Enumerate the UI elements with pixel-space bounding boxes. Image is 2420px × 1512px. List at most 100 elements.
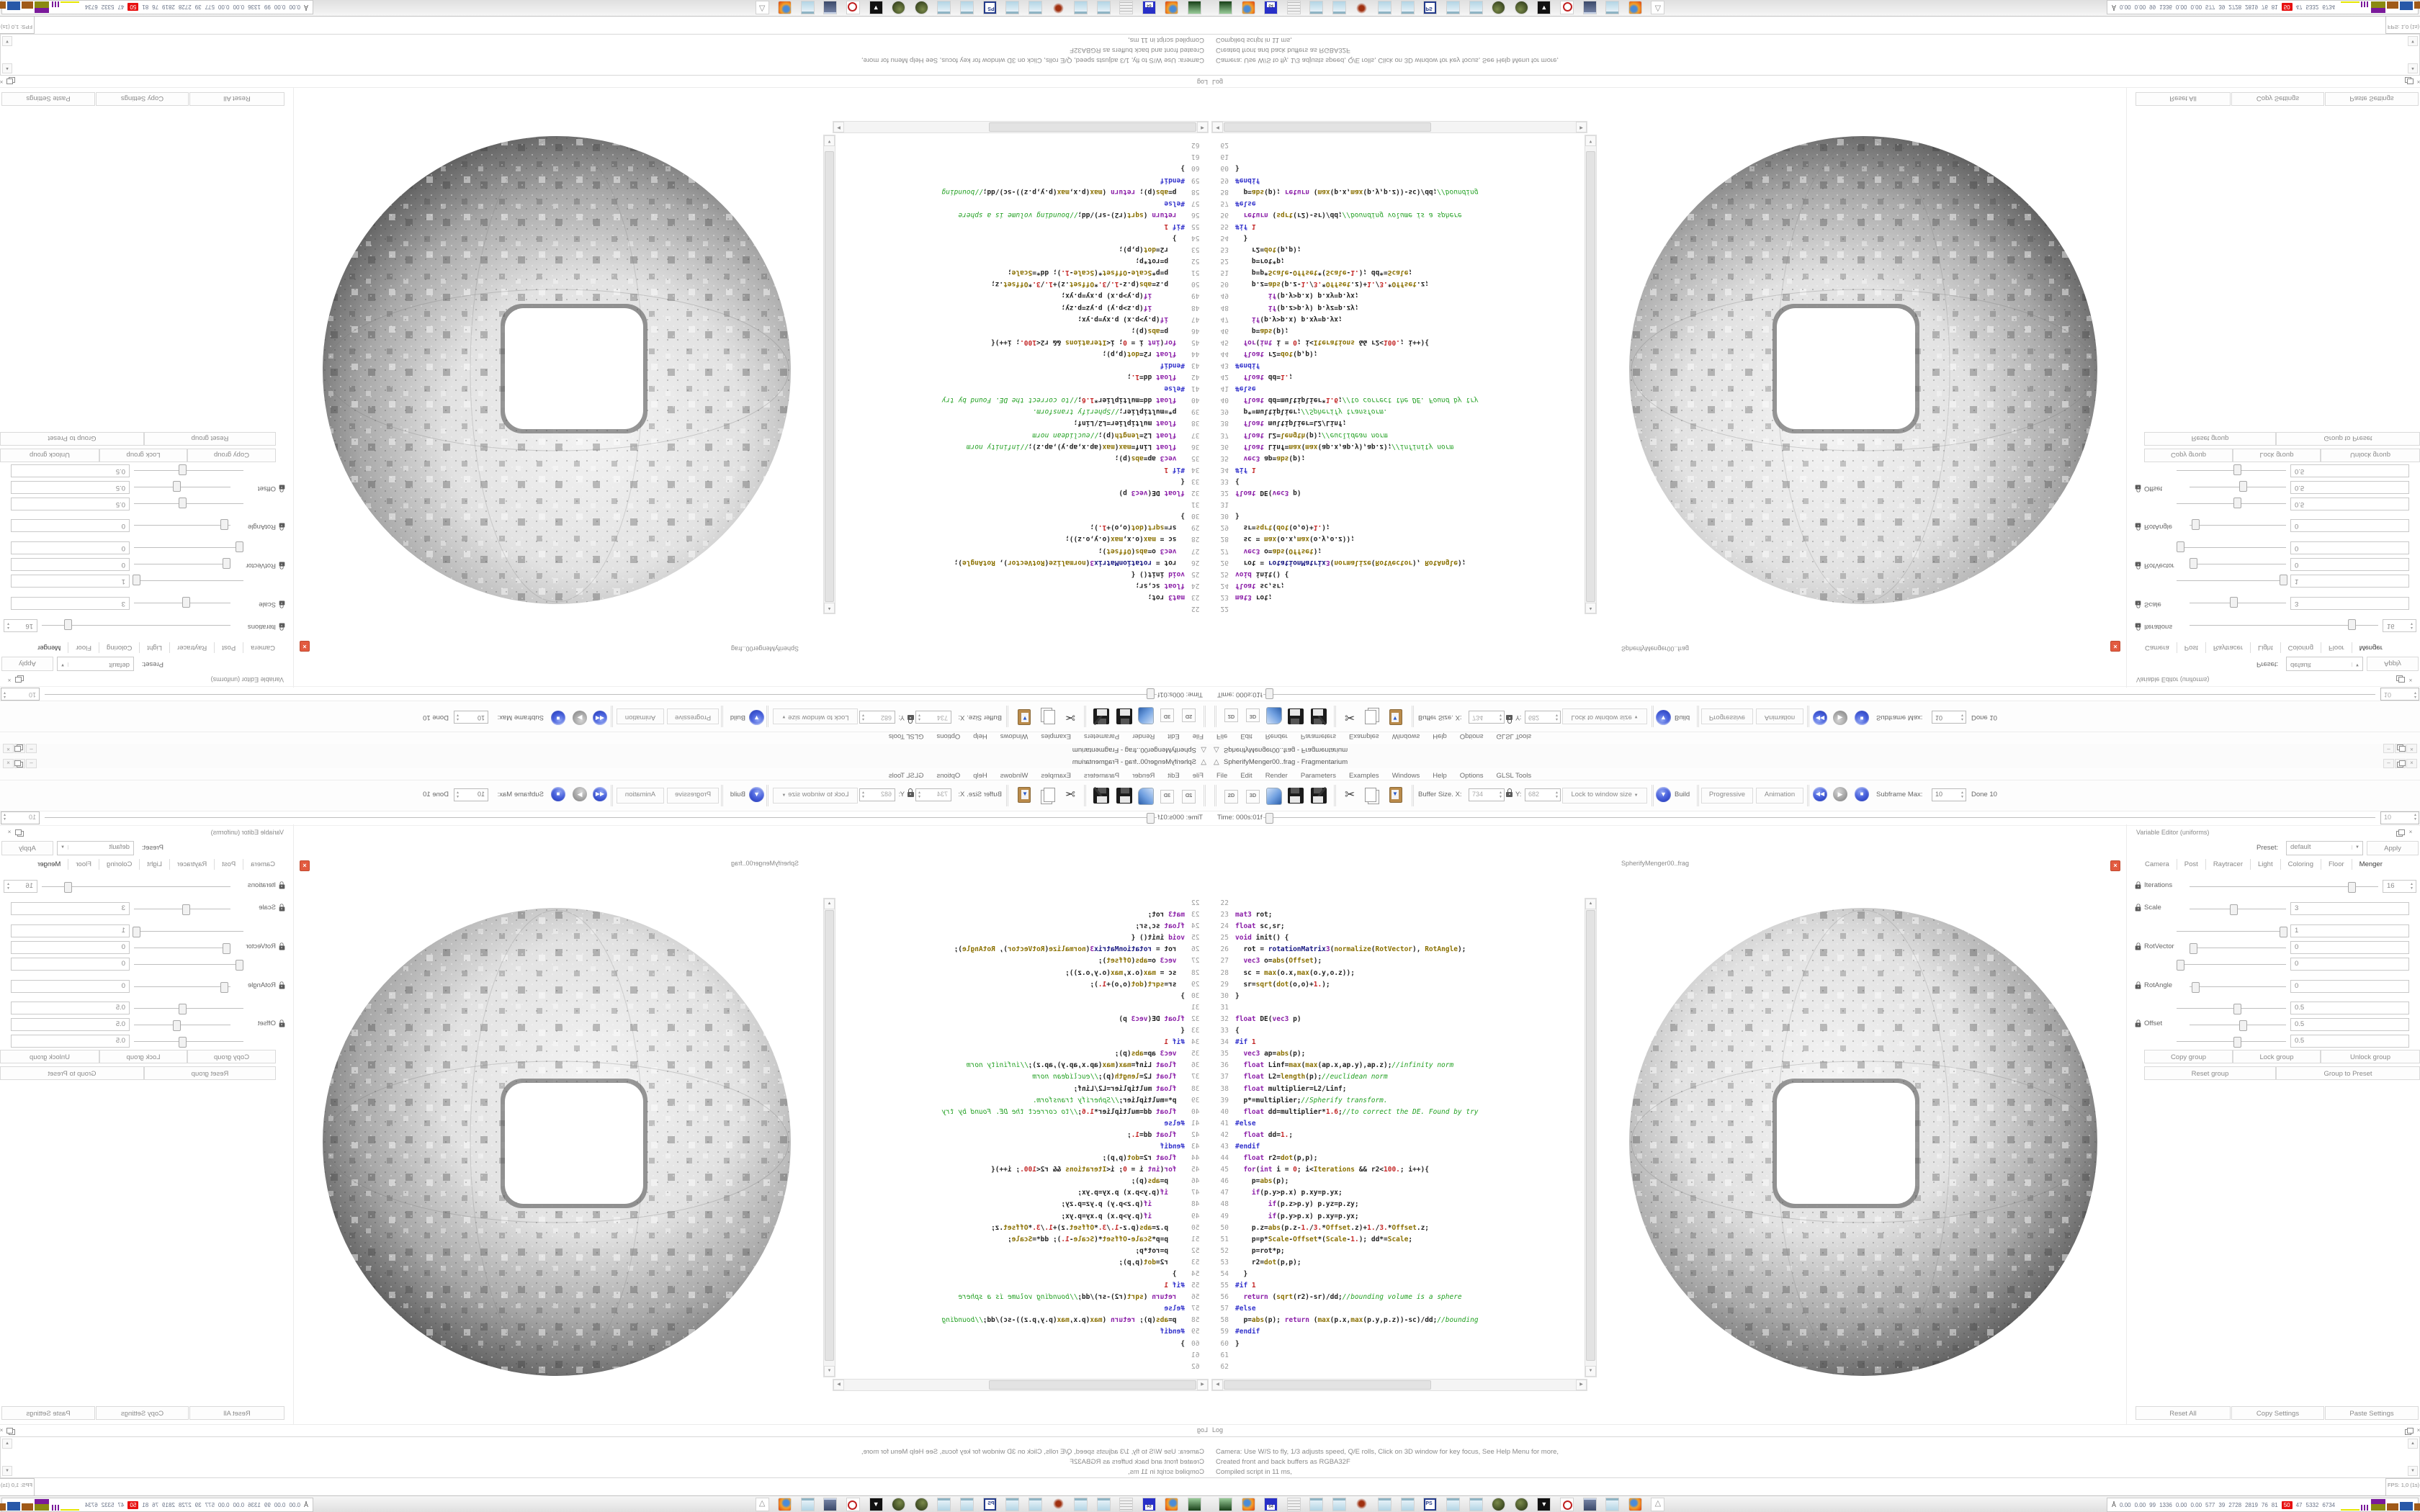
- param-slider-handle-rotvector[interactable]: [223, 943, 230, 954]
- time-slider-handle[interactable]: [1147, 688, 1155, 699]
- menu-item-options[interactable]: Options: [936, 732, 961, 740]
- menu-item-render[interactable]: Render: [1265, 732, 1288, 740]
- build-button-icon[interactable]: ▼: [749, 787, 764, 802]
- paste-icon[interactable]: [1389, 787, 1402, 803]
- tab-camera[interactable]: Camera: [2138, 642, 2177, 653]
- firefox-icon[interactable]: [1165, 1498, 1179, 1511]
- hscroll-thumb[interactable]: [989, 122, 1196, 132]
- tab-error-icon[interactable]: ×: [300, 860, 310, 871]
- code-line-48[interactable]: 48 if(p.z>p.y) p.yz=p.zy;: [1211, 301, 1583, 312]
- black-arrow-icon[interactable]: ▼: [1537, 1498, 1551, 1511]
- build-button-label[interactable]: Build: [730, 791, 745, 798]
- menger-sphere-render[interactable]: [322, 135, 792, 605]
- code-line-62[interactable]: 62: [1211, 139, 1583, 150]
- menu-item-options[interactable]: Options: [936, 772, 961, 780]
- param-slider-handle-offset[interactable]: [173, 1020, 181, 1031]
- code-line-61[interactable]: 61: [837, 1350, 1209, 1362]
- code-line-44[interactable]: 44 float r2=dot(p,p);: [837, 1153, 1209, 1164]
- code-line-30[interactable]: 30}: [837, 510, 1209, 521]
- param-value-offset[interactable]: 0.5: [11, 481, 130, 494]
- copy-settings-button[interactable]: Copy Settings: [2231, 92, 2324, 106]
- code-line-33[interactable]: 33{: [837, 1025, 1209, 1037]
- param-value-scale[interactable]: 3: [11, 597, 130, 610]
- code-line-27[interactable]: 27 vec3 o=abs(Offset);: [1211, 955, 1583, 967]
- code-line-45[interactable]: 45 for(int i = 0; i<Iterations && r2<100…: [837, 336, 1209, 348]
- restore-button[interactable]: [14, 744, 25, 753]
- lock-group-button[interactable]: Lock group: [2233, 1050, 2321, 1063]
- param-value-param-6[interactable]: 0.5: [11, 498, 130, 510]
- tab-light[interactable]: Light: [2251, 859, 2281, 870]
- moss-ball-icon[interactable]: [1514, 1498, 1528, 1511]
- tab-menger[interactable]: Menger: [2359, 860, 2383, 868]
- buffer-x-input[interactable]: 734 ▲ ▼: [915, 788, 951, 801]
- rewind-button[interactable]: ◀◀: [593, 787, 607, 801]
- lock-icon[interactable]: [279, 600, 285, 606]
- menu-item-glsl-tools[interactable]: GLSL Tools: [1496, 732, 1532, 740]
- tab-error-icon[interactable]: ×: [300, 641, 310, 652]
- fragmentarium-logo-icon[interactable]: △: [1651, 1498, 1665, 1511]
- code-line-31[interactable]: 31: [837, 1002, 1209, 1014]
- copy-icon[interactable]: [1365, 710, 1376, 724]
- param-value-param-2[interactable]: 1: [11, 575, 130, 588]
- param-value-param-6[interactable]: 0.5: [2290, 1002, 2409, 1014]
- code-line-52[interactable]: 52 p=rot*p;: [837, 1246, 1209, 1257]
- param-slider-rotangle[interactable]: [2190, 525, 2286, 526]
- param-slider-handle-scale[interactable]: [182, 904, 190, 915]
- param-slider-iterations[interactable]: [2190, 886, 2378, 887]
- preset-dropdown[interactable]: default ▼: [2286, 657, 2363, 671]
- code-line-22[interactable]: 22: [1211, 898, 1583, 909]
- terminal-icon[interactable]: [1188, 1498, 1201, 1511]
- param-slider-param-8[interactable]: [2177, 1041, 2286, 1042]
- preset-dropdown[interactable]: default ▼: [57, 841, 134, 855]
- animation-button[interactable]: Animation: [617, 708, 664, 724]
- subframe-max-input[interactable]: 10 ▲ ▼: [1932, 788, 1966, 801]
- minimize-button[interactable]: –: [26, 759, 37, 768]
- moss-ball-icon[interactable]: [892, 1498, 906, 1511]
- menu-item-examples[interactable]: Examples: [1041, 772, 1072, 780]
- lock-to-window-dropdown[interactable]: Lock to window size ▼: [773, 788, 858, 804]
- close-button[interactable]: ×: [2406, 759, 2417, 768]
- red-ring-icon[interactable]: [846, 1, 860, 14]
- param-slider-handle-rotvector[interactable]: [2190, 558, 2197, 569]
- hscroll-thumb[interactable]: [989, 1380, 1196, 1390]
- dock-splitter[interactable]: [293, 88, 294, 688]
- dock-float-button[interactable]: [2395, 675, 2403, 684]
- tab-raytracer[interactable]: Raytracer: [169, 859, 215, 870]
- firefox-icon[interactable]: [778, 1498, 792, 1511]
- save-icon[interactable]: [1288, 788, 1304, 804]
- code-line-34[interactable]: 34#if 1: [837, 464, 1209, 475]
- copy-group-button[interactable]: Copy group: [2144, 1050, 2233, 1063]
- vscroll-thumb[interactable]: [825, 910, 834, 1361]
- ink-splat-icon[interactable]: [1052, 2, 1065, 14]
- code-line-50[interactable]: 50 p.z=abs(p.z-1./3.*Offset.z)+1./3.*Off…: [837, 1223, 1209, 1234]
- lock-icon[interactable]: [279, 1022, 285, 1027]
- reset-all-button[interactable]: Reset All: [2136, 92, 2231, 106]
- time-slider[interactable]: [1263, 694, 2375, 695]
- code-line-53[interactable]: 53 r2=dot(p,p);: [1211, 243, 1583, 255]
- system-monitor-tray[interactable]: Å 0.00 0.00 99 1336 0.00 0.00 577 39 2728 2819 76 81…: [2107, 1498, 2420, 1512]
- stop-button[interactable]: ■: [551, 711, 565, 725]
- param-slider-handle-iterations[interactable]: [2348, 882, 2356, 893]
- buffer-x-input[interactable]: 734 ▲ ▼: [915, 711, 951, 724]
- menu-item-options[interactable]: Options: [1459, 772, 1484, 780]
- menu-item-examples[interactable]: Examples: [1348, 732, 1379, 740]
- unlock-group-button[interactable]: Unlock group: [0, 1050, 99, 1063]
- save-as-icon[interactable]: [1311, 708, 1327, 726]
- code-line-43[interactable]: 43#endif: [837, 359, 1209, 371]
- dock-close-button[interactable]: ×: [7, 677, 12, 683]
- time-slider-handle[interactable]: [1147, 813, 1155, 824]
- tab-light[interactable]: Light: [139, 859, 169, 870]
- scroll-down-arrow[interactable]: ▼: [2, 36, 12, 46]
- param-value-scale[interactable]: 3: [2290, 597, 2409, 610]
- code-line-44[interactable]: 44 float r2=dot(p,p);: [1211, 1153, 1583, 1164]
- code-line-26[interactable]: 26 rot = rotationMatrix3(normalize(RotVe…: [837, 944, 1209, 955]
- notepad-icon[interactable]: [1096, 1498, 1111, 1511]
- code-line-37[interactable]: 37 float L2=length(p);//euclidean norm: [1211, 1071, 1583, 1083]
- code-line-57[interactable]: 57#else: [837, 197, 1209, 209]
- code-line-37[interactable]: 37 float L2=length(p);//euclidean norm: [837, 1071, 1209, 1083]
- code-line-51[interactable]: 51 p=p*Scale-Offset*(Scale-1.); dd*=Scal…: [1211, 1234, 1583, 1246]
- notepad-icon[interactable]: [960, 1498, 974, 1511]
- tab-raytracer[interactable]: Raytracer: [2206, 859, 2251, 870]
- notepad-icon[interactable]: [1309, 1498, 1324, 1511]
